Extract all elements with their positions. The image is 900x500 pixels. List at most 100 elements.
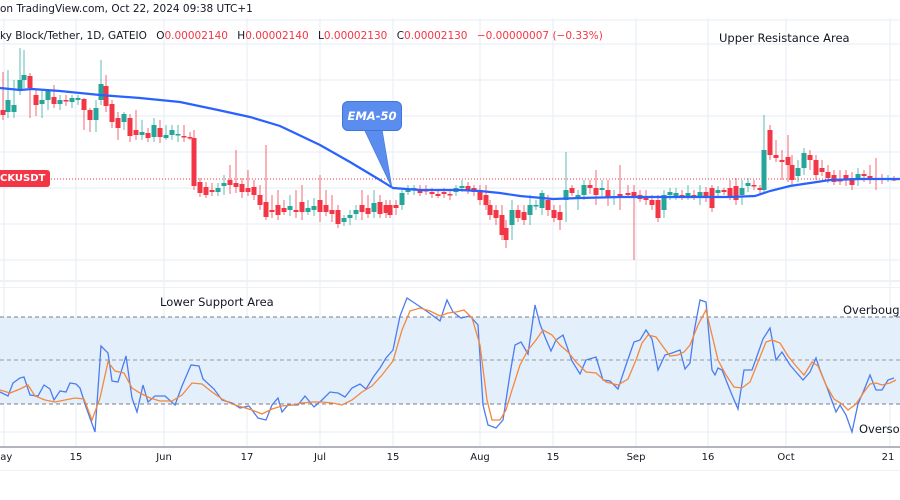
symbol-price-tag: CKUSDT (0, 170, 51, 187)
candle-body (691, 195, 697, 197)
candle-body (11, 105, 17, 112)
candle-body (509, 210, 515, 225)
ema-50-line (0, 86, 900, 201)
candle-body (383, 205, 389, 213)
candle-body (581, 185, 587, 195)
candle-body (779, 160, 785, 162)
x-tick: May (0, 452, 13, 463)
candle-body (563, 190, 569, 200)
candle-body (599, 188, 605, 190)
candle-body (721, 190, 727, 192)
candle-body (75, 98, 81, 100)
candle-body (697, 192, 703, 198)
ohlc-open: O0.00002140 (156, 30, 228, 42)
candle-body (371, 203, 377, 212)
candle-body (761, 150, 767, 190)
candle-body (855, 174, 861, 180)
stoch-d-line (0, 307, 897, 422)
candle-body (347, 215, 353, 218)
symbol-description[interactable]: ky Block/Tether, 1D, GATEIO (0, 30, 147, 42)
candle-body (459, 186, 465, 188)
candle-body (197, 182, 203, 193)
oversold-label[interactable]: Oversol (859, 422, 900, 436)
candle-body (323, 205, 329, 212)
candle-body (269, 210, 275, 212)
candle-body (789, 165, 795, 180)
candle-body (499, 215, 505, 235)
candle-body (825, 172, 831, 178)
candle-body (299, 202, 305, 212)
candle-body (533, 205, 539, 207)
candle-body (93, 108, 99, 120)
candle-body (175, 134, 181, 136)
candle-body (673, 193, 679, 196)
overbought-label[interactable]: Overbough (843, 303, 900, 317)
candle-body (545, 200, 551, 210)
candle-body (0, 110, 6, 115)
candle-body (739, 188, 745, 195)
candle-body (575, 195, 581, 198)
candle-body (849, 178, 855, 185)
candle-body (5, 100, 11, 112)
source-line: on TradingView.com, Oct 22, 2024 09:38 U… (0, 3, 253, 15)
candle-body (527, 205, 533, 215)
candle-body (305, 208, 311, 212)
candle-body (477, 190, 483, 200)
candle-body (187, 137, 193, 139)
candle-body (417, 190, 423, 193)
candle-body (163, 135, 169, 138)
candle-body (359, 205, 365, 212)
candle-body (773, 155, 779, 158)
ohlc-legend: ky Block/Tether, 1D, GATEIO O0.00002140 … (0, 30, 609, 42)
candle-body (365, 208, 371, 214)
candle-body (329, 210, 335, 214)
candle-body (685, 193, 691, 197)
candle-body (617, 194, 623, 197)
candle-body (281, 208, 287, 212)
candle-body (819, 168, 825, 172)
x-tick: 15 (386, 452, 400, 463)
candle-body (139, 132, 145, 135)
candle-body (715, 190, 721, 193)
x-tick: 21 (881, 452, 895, 463)
candle-body (133, 130, 139, 135)
candle-body (335, 210, 341, 224)
candle-body (465, 186, 471, 190)
ohlc-close: C0.00002130 (396, 30, 468, 42)
candle-body (813, 160, 819, 175)
candle-body (727, 188, 733, 196)
candle-body (757, 188, 763, 190)
x-tick: 17 (240, 452, 254, 463)
candle-body (649, 200, 655, 205)
candle-body (51, 97, 57, 104)
candle-body (655, 200, 661, 218)
candle-body (181, 136, 187, 138)
candle-body (703, 192, 709, 197)
candle-body (145, 133, 151, 138)
ema-callout[interactable]: EMA-50 (342, 101, 402, 131)
candle-body (745, 183, 751, 186)
candle-body (33, 95, 39, 105)
candle-body (39, 100, 45, 104)
candle-body (503, 228, 509, 240)
candle-body (239, 184, 245, 192)
candle-body (293, 210, 299, 212)
price-change: −0.00000007 (−0.33%) (476, 30, 603, 42)
upper-resistance-label[interactable]: Upper Resistance Area (719, 31, 850, 45)
x-tick: 15 (546, 452, 560, 463)
x-tick: Jul (313, 452, 327, 463)
candle-body (733, 186, 739, 200)
candle-body (157, 128, 163, 137)
candle-body (209, 190, 215, 192)
candle-body (87, 110, 93, 120)
candle-body (27, 76, 33, 88)
candle-body (169, 130, 175, 135)
candle-body (353, 210, 359, 214)
candle-body (257, 195, 263, 205)
candle-body (515, 210, 521, 218)
lower-support-label[interactable]: Lower Support Area (160, 295, 274, 309)
candle-body (429, 192, 435, 194)
candle-body (17, 80, 23, 90)
candle-body (801, 153, 807, 168)
